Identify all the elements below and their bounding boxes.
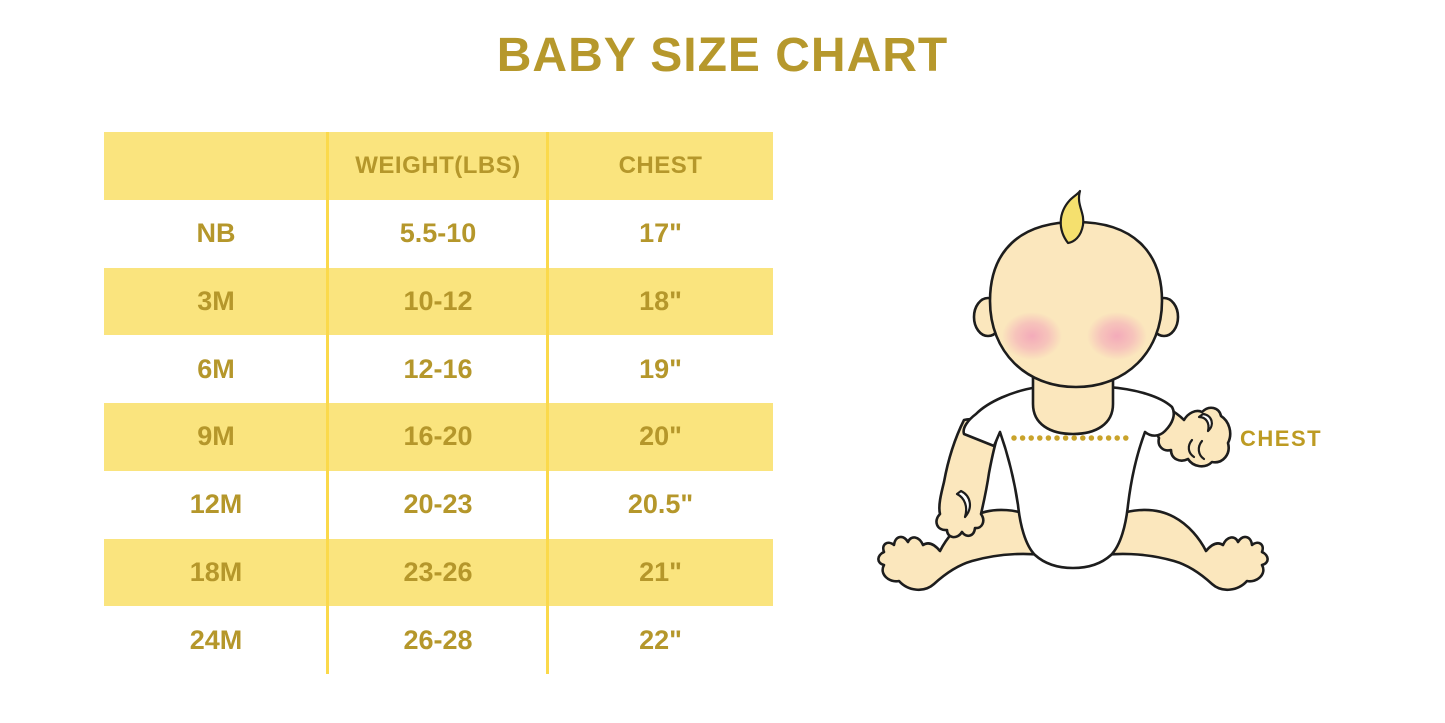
baby-right-cheek-blush: [1087, 312, 1147, 360]
cell-chest: 19": [639, 353, 682, 384]
cell-weight: 12-16: [403, 353, 473, 384]
table-header-row: WEIGHT(LBS) CHEST: [104, 132, 773, 200]
table-row: 9M 16-20 20": [104, 403, 773, 471]
cell-size: 3M: [197, 285, 235, 316]
baby-fist-knuckle-line: [1187, 438, 1196, 459]
header-cell-chest: CHEST: [618, 151, 703, 179]
cell-weight: 26-28: [403, 624, 473, 655]
baby-illustration: CHEST: [877, 189, 1322, 591]
baby-size-table: WEIGHT(LBS) CHEST NB 5.5-10 17" 3M 10-12…: [104, 132, 773, 674]
cell-weight: 5.5-10: [399, 218, 477, 249]
table-row: NB 5.5-10 17": [104, 199, 773, 268]
cell-chest: 17": [639, 218, 682, 249]
cell-chest: 18": [639, 285, 682, 316]
cell-size: 24M: [189, 624, 243, 655]
baby-right-leg: [1086, 508, 1269, 591]
table-row: 6M 12-16 19": [104, 335, 773, 403]
cell-size: 6M: [197, 353, 235, 384]
cell-chest: 21": [639, 556, 682, 587]
baby-hair-tuft: [1059, 189, 1085, 245]
baby-left-hand-finger-curl: [955, 489, 971, 519]
cell-size: 12M: [189, 489, 243, 520]
baby-left-cheek-blush: [1002, 312, 1062, 360]
baby-onesie-body: [962, 383, 1176, 570]
baby-left-leg: [877, 508, 1060, 591]
header-cell-weight: WEIGHT(LBS): [355, 151, 521, 179]
table-row: 18M 23-26 21": [104, 538, 773, 607]
cell-size: NB: [196, 218, 236, 249]
table-row: 3M 10-12 18": [104, 267, 773, 336]
cell-chest: 22": [639, 624, 682, 655]
table-row: 24M 26-28 22": [104, 606, 773, 674]
cell-size: 9M: [197, 421, 235, 452]
cell-weight: 10-12: [403, 285, 473, 316]
cell-size: 18M: [189, 556, 243, 587]
cell-weight: 20-23: [403, 489, 473, 520]
cell-chest: 20.5": [627, 489, 694, 520]
page-title: BABY SIZE CHART: [496, 29, 949, 82]
cell-weight: 16-20: [403, 421, 473, 452]
baby-fist-knuckle-line: [1197, 439, 1206, 461]
baby-left-arm: [935, 417, 1001, 539]
column-divider: [546, 132, 549, 674]
column-divider: [326, 132, 329, 674]
chest-annotation-label: CHEST: [1240, 426, 1322, 451]
cell-chest: 20": [639, 421, 682, 452]
table-row: 12M 20-23 20.5": [104, 470, 773, 539]
baby-head: [988, 220, 1164, 389]
baby-right-thumb-curl: [1197, 412, 1213, 433]
cell-weight: 23-26: [403, 556, 473, 587]
